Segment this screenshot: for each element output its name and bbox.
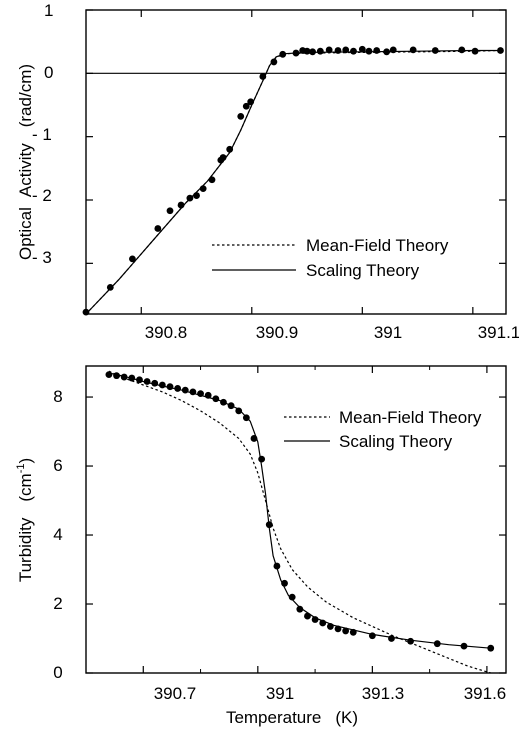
y-axis-title-unit: (cm xyxy=(16,473,35,501)
x-tick-label: 391.1 xyxy=(478,323,519,342)
data-point xyxy=(106,284,114,291)
data-point xyxy=(242,102,250,110)
mean-field-curve xyxy=(85,49,501,315)
y-tick-label: 1 xyxy=(44,1,53,20)
y-tick-label: 0 xyxy=(53,663,62,682)
y-axis-title-word: Turbidity xyxy=(16,517,35,582)
y-tick-label: - 2 xyxy=(32,186,52,205)
y-tick-labels: 1 0 - 1 - 2 - 3 xyxy=(32,1,53,267)
y-tick-label: 2 xyxy=(53,594,62,613)
data-point xyxy=(166,207,174,215)
x-tick-labels: 390.8 390.9 391 391.1 xyxy=(145,323,519,342)
legend: Mean-Field Theory Scaling Theory xyxy=(212,236,449,280)
y-axis-title-word: Optical xyxy=(16,207,35,260)
series-layer xyxy=(105,370,495,674)
x-tick-label: 391 xyxy=(374,323,402,342)
y-axis-title-exponent: -1 xyxy=(15,464,27,474)
x-axis-title-unit: (K) xyxy=(335,708,358,727)
data-point xyxy=(458,46,466,54)
legend-label-mean-field: Mean-Field Theory xyxy=(306,236,449,255)
data-point xyxy=(388,635,395,642)
data-point xyxy=(105,371,113,379)
data-point xyxy=(350,47,357,55)
data-point xyxy=(296,605,304,613)
data-point xyxy=(208,176,216,184)
turbidity-chart: 0 2 4 6 8 390.7 391 391.3 391.6 Temperat… xyxy=(15,365,507,727)
x-tick-labels: 390.7 391 391.3 391.6 xyxy=(154,684,507,703)
y-axis-title-word: Activity xyxy=(16,143,35,197)
series-layer xyxy=(82,45,504,316)
data-point xyxy=(270,58,278,66)
data-point xyxy=(193,192,200,199)
x-tick-label: 391.3 xyxy=(362,684,405,703)
y-tick-label: - 3 xyxy=(32,248,52,267)
data-point xyxy=(288,593,296,601)
data-point xyxy=(316,47,324,55)
scaling-curve xyxy=(108,372,491,649)
axis-ticks xyxy=(86,366,506,674)
y-axis-title-unit: (rad/cm) xyxy=(16,64,35,127)
mean-field-curve xyxy=(108,370,491,674)
data-point xyxy=(154,225,162,232)
x-axis-title: Temperature (K) xyxy=(226,708,358,727)
data-point xyxy=(342,627,350,635)
data-point xyxy=(237,113,245,120)
scaling-curve xyxy=(85,49,501,315)
y-tick-label: 8 xyxy=(53,387,62,406)
x-tick-label: 390.8 xyxy=(145,323,188,342)
y-tick-labels: 0 2 4 6 8 xyxy=(53,387,62,682)
legend: Mean-Field Theory Scaling Theory xyxy=(284,408,482,451)
x-axis-title-word: Temperature xyxy=(226,708,321,727)
data-point xyxy=(82,308,90,316)
x-tick-label: 390.9 xyxy=(256,323,299,342)
y-tick-label: 6 xyxy=(53,456,62,475)
data-point xyxy=(358,45,366,53)
legend-label-scaling: Scaling Theory xyxy=(339,432,453,451)
data-point xyxy=(235,407,243,415)
plot-frame xyxy=(85,9,507,315)
data-point xyxy=(487,644,495,652)
legend-label-mean-field: Mean-Field Theory xyxy=(339,408,482,427)
x-tick-label: 391.6 xyxy=(464,684,507,703)
optical-activity-chart: 1 0 - 1 - 2 - 3 390.8 390.9 391 391.1 Op… xyxy=(16,1,519,342)
legend-label-scaling: Scaling Theory xyxy=(306,261,420,280)
y-tick-label: 4 xyxy=(53,525,62,544)
y-axis-title-unit-close: ) xyxy=(16,458,35,464)
y-axis-title: Turbidity (cm-1) xyxy=(15,458,35,582)
y-axis-title: Optical Activity (rad/cm) xyxy=(16,64,35,260)
data-point xyxy=(226,145,234,153)
plot-frame xyxy=(85,365,507,674)
data-point xyxy=(258,455,266,463)
y-tick-label: 0 xyxy=(44,63,53,82)
data-point xyxy=(373,47,381,54)
x-tick-label: 390.7 xyxy=(154,684,197,703)
y-tick-label: - 1 xyxy=(32,125,52,144)
data-point xyxy=(129,255,136,263)
x-tick-label: 391 xyxy=(266,684,294,703)
data-point xyxy=(407,637,414,645)
